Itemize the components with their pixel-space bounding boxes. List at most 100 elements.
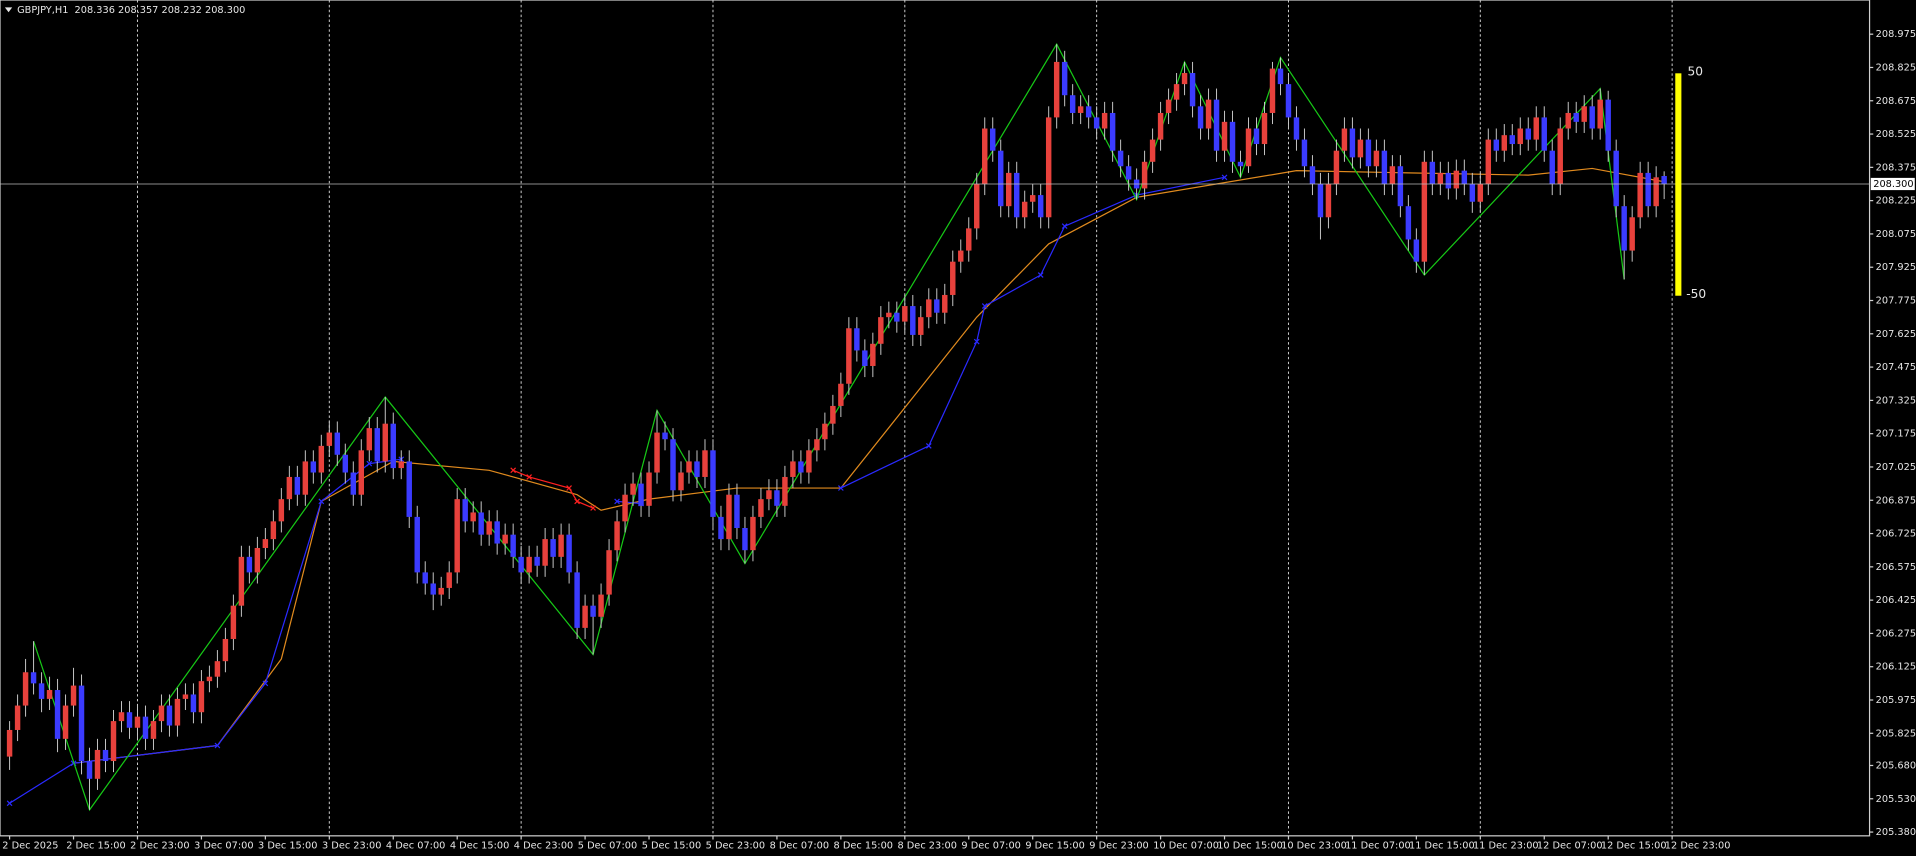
x-tick-label: 11 Dec 07:00 <box>1345 841 1411 852</box>
candle-body <box>1565 112 1571 129</box>
candle-body <box>206 676 213 682</box>
current-price-label: 208.300 <box>1873 179 1913 190</box>
candle-body <box>278 499 285 522</box>
y-tick-label: 207.625 <box>1876 329 1916 340</box>
candle-body <box>126 712 133 728</box>
x-tick-label: 10 Dec 07:00 <box>1153 841 1219 852</box>
candle-body <box>950 261 956 295</box>
candle-body <box>1309 166 1316 184</box>
x-tick-label: 2 Dec 2025 <box>2 841 58 852</box>
candle-body <box>1093 117 1100 129</box>
candle-body <box>62 705 69 739</box>
candle-body <box>758 499 764 517</box>
indicator-marker <box>510 467 517 474</box>
candle-body <box>158 705 165 722</box>
candle-body <box>1325 183 1332 218</box>
y-tick-label: 205.825 <box>1876 728 1916 739</box>
candle-body <box>574 572 580 628</box>
x-tick-label: 5 Dec 07:00 <box>578 841 637 852</box>
candle-body <box>958 250 964 262</box>
candle-body <box>502 534 508 544</box>
candle-body <box>1141 161 1148 189</box>
x-tick-label: 2 Dec 23:00 <box>130 841 189 852</box>
candle-body <box>486 521 492 535</box>
candle-body <box>494 521 500 544</box>
candle-body <box>1285 84 1292 118</box>
y-tick-label: 207.325 <box>1876 395 1916 406</box>
candle-body <box>1581 106 1587 122</box>
x-tick-label: 12 Dec 15:00 <box>1601 841 1667 852</box>
candle-body <box>1029 195 1036 202</box>
y-tick-label: 205.380 <box>1876 827 1916 838</box>
x-tick-label: 8 Dec 23:00 <box>897 841 956 852</box>
x-tick-label: 3 Dec 15:00 <box>258 841 317 852</box>
candle-body <box>534 556 540 566</box>
candle-body <box>670 439 676 491</box>
candle-body <box>342 454 349 473</box>
y-tick-label: 208.675 <box>1876 96 1916 107</box>
candle-body <box>30 672 37 684</box>
candle-body <box>134 716 141 728</box>
candle-body <box>782 476 788 506</box>
indicator-marker <box>1221 174 1228 181</box>
candle-body <box>982 128 988 184</box>
x-tick-label: 10 Dec 23:00 <box>1281 841 1347 852</box>
indicator-marker <box>614 498 620 505</box>
menu-arrow[interactable] <box>4 7 13 13</box>
candle-body <box>1221 121 1228 151</box>
candle-body <box>854 328 860 351</box>
y-tick-label: 207.475 <box>1876 362 1916 373</box>
indicator-marker <box>590 505 596 511</box>
candle-body <box>1509 135 1515 145</box>
candle-body <box>1405 206 1412 240</box>
candle-body <box>1653 177 1659 207</box>
candle-body <box>422 572 428 584</box>
candle-body <box>766 490 772 500</box>
x-tick-label: 4 Dec 15:00 <box>450 841 509 852</box>
candle-body <box>1389 166 1396 184</box>
candle-body <box>910 306 916 335</box>
candle-body <box>1237 161 1244 167</box>
candle-body <box>1557 128 1563 184</box>
candle-body <box>246 556 253 573</box>
candle-body <box>1453 170 1460 189</box>
x-tick-label: 10 Dec 15:00 <box>1217 841 1283 852</box>
candle-body <box>1189 73 1196 107</box>
candle-body <box>1301 139 1308 167</box>
candle-body <box>550 539 556 557</box>
candle-body <box>350 472 357 495</box>
candle-body <box>1365 139 1372 167</box>
candle-body <box>38 683 45 699</box>
candle-body <box>694 461 700 477</box>
x-tick-label: 4 Dec 23:00 <box>514 841 573 852</box>
indicator-marker <box>6 800 13 807</box>
x-tick-label: 11 Dec 15:00 <box>1409 841 1475 852</box>
candle-body <box>710 450 716 517</box>
y-tick-label: 208.525 <box>1876 129 1916 140</box>
candle-body <box>1605 99 1611 151</box>
candle-body <box>1229 121 1236 162</box>
candle-body <box>174 698 181 726</box>
candle-body <box>382 423 388 462</box>
candle-body <box>830 405 836 424</box>
candle-body <box>798 461 804 473</box>
plot-frame <box>0 0 1871 837</box>
y-tick-label: 206.575 <box>1876 562 1916 573</box>
y-tick-label: 205.530 <box>1876 794 1916 805</box>
candle-body <box>1077 106 1084 113</box>
candle-body <box>942 294 948 313</box>
indicator-marker <box>574 498 580 505</box>
y-tick-label: 207.925 <box>1876 262 1916 273</box>
candle-body <box>1213 99 1220 151</box>
candle-body <box>582 605 588 628</box>
candle-body <box>702 450 708 477</box>
x-tick-label: 11 Dec 23:00 <box>1473 841 1539 852</box>
candle-body <box>718 516 724 540</box>
candle-body <box>638 483 644 506</box>
candle-body <box>318 445 325 473</box>
candle-body <box>478 512 484 535</box>
x-tick-label: 3 Dec 23:00 <box>322 841 381 852</box>
candle-body <box>1357 139 1364 158</box>
indicator-marker <box>366 460 373 467</box>
candle-body <box>654 432 660 473</box>
